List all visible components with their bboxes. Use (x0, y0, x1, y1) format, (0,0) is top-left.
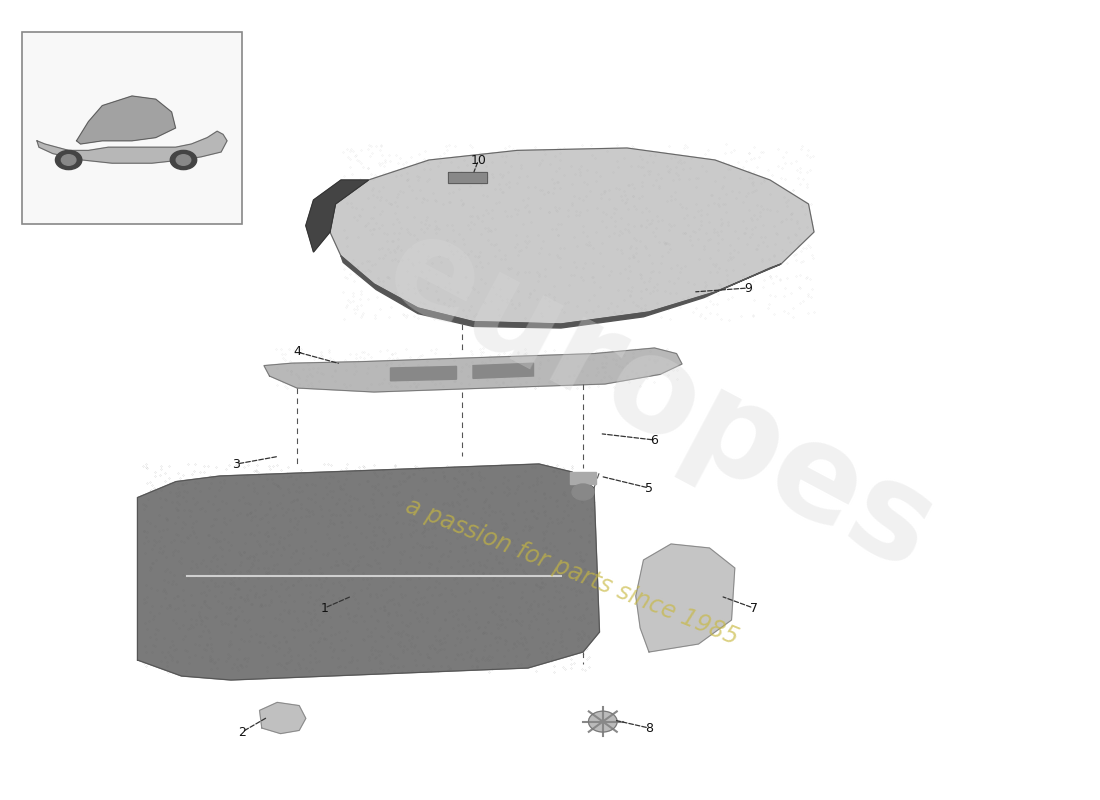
Circle shape (176, 154, 190, 166)
Polygon shape (264, 348, 682, 392)
Circle shape (588, 711, 617, 732)
Polygon shape (37, 131, 227, 163)
Circle shape (572, 484, 594, 500)
Polygon shape (390, 366, 456, 381)
Circle shape (170, 150, 197, 170)
Circle shape (55, 150, 81, 170)
Polygon shape (341, 256, 781, 328)
Text: 10: 10 (471, 154, 486, 166)
Polygon shape (77, 96, 176, 144)
Text: 4: 4 (293, 346, 301, 358)
Polygon shape (306, 180, 368, 252)
Polygon shape (138, 464, 600, 680)
Polygon shape (260, 702, 306, 734)
Text: 3: 3 (232, 458, 241, 470)
Polygon shape (570, 472, 596, 484)
Circle shape (62, 154, 76, 166)
Polygon shape (448, 172, 487, 183)
Text: 5: 5 (645, 482, 653, 494)
Text: europes: europes (364, 202, 956, 598)
Polygon shape (636, 544, 735, 652)
Text: 7: 7 (749, 602, 758, 614)
FancyBboxPatch shape (22, 32, 242, 224)
Text: 1: 1 (320, 602, 329, 614)
Text: 8: 8 (645, 722, 653, 734)
Text: 9: 9 (744, 282, 752, 294)
Polygon shape (330, 148, 814, 324)
Text: 2: 2 (238, 726, 246, 738)
Polygon shape (473, 363, 534, 378)
Text: a passion for parts since 1985: a passion for parts since 1985 (403, 494, 741, 650)
Text: 6: 6 (650, 434, 659, 446)
